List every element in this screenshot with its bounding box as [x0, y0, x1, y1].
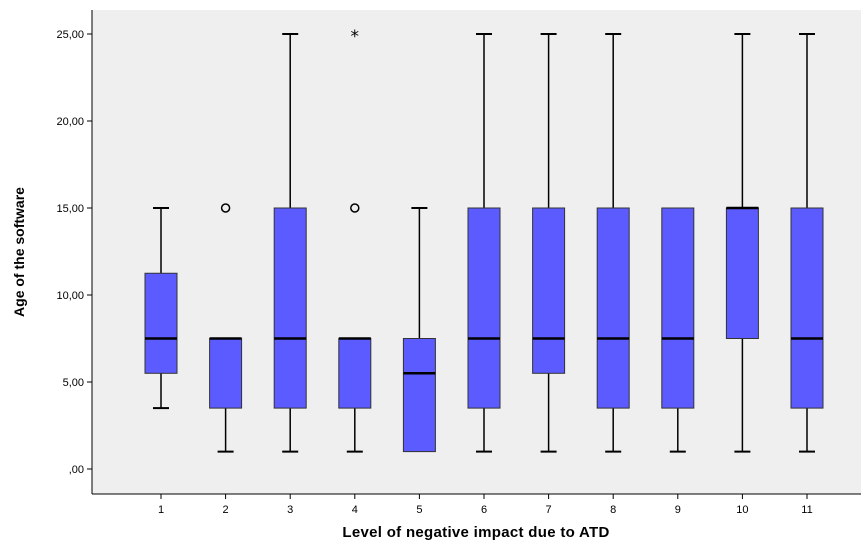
box	[209, 338, 243, 409]
box	[273, 207, 307, 409]
x-tick-label: 3	[287, 504, 293, 516]
box	[532, 207, 566, 374]
x-tick-label: 7	[546, 504, 552, 516]
y-tick-label: 10,00	[56, 290, 84, 302]
x-tick-label: 5	[416, 504, 422, 516]
x-tick-label: 8	[610, 504, 616, 516]
box-group-11	[790, 33, 824, 453]
y-tick-label: ,00	[69, 464, 84, 476]
y-tick-label: 5,00	[63, 377, 84, 389]
x-tick-label: 10	[736, 504, 748, 516]
box-group-4: *	[338, 27, 372, 453]
x-tick-label: 1	[158, 504, 164, 516]
x-tick-label: 11	[801, 504, 812, 516]
box-group-2	[209, 203, 243, 453]
box-group-3	[273, 33, 307, 453]
box-group-1	[144, 207, 178, 410]
box-group-6	[467, 33, 501, 453]
box-group-9	[661, 207, 695, 453]
box-group-10	[725, 33, 759, 453]
x-axis-title: Level of negative impact due to ATD	[342, 524, 609, 541]
box	[725, 207, 759, 339]
box	[661, 207, 695, 409]
box	[402, 338, 436, 453]
y-tick-label: 20,00	[56, 116, 84, 128]
x-tick-label: 2	[223, 504, 229, 516]
box	[790, 207, 824, 409]
box	[467, 207, 501, 409]
y-tick-label: 25,00	[56, 29, 84, 41]
box-group-5	[402, 207, 436, 453]
box	[596, 207, 630, 409]
x-tick-label: 4	[352, 504, 358, 516]
outlier-point	[220, 203, 231, 213]
box-group-8	[596, 33, 630, 453]
box	[338, 338, 372, 409]
y-axis-title: Age of the software	[11, 187, 27, 317]
extreme-point: *	[351, 27, 360, 47]
outlier-point	[350, 203, 360, 213]
x-tick-label: 6	[481, 504, 487, 516]
x-tick-label: 9	[675, 504, 681, 516]
box-group-7	[532, 33, 566, 453]
box	[144, 272, 178, 374]
y-tick-label: 15,00	[56, 203, 84, 215]
